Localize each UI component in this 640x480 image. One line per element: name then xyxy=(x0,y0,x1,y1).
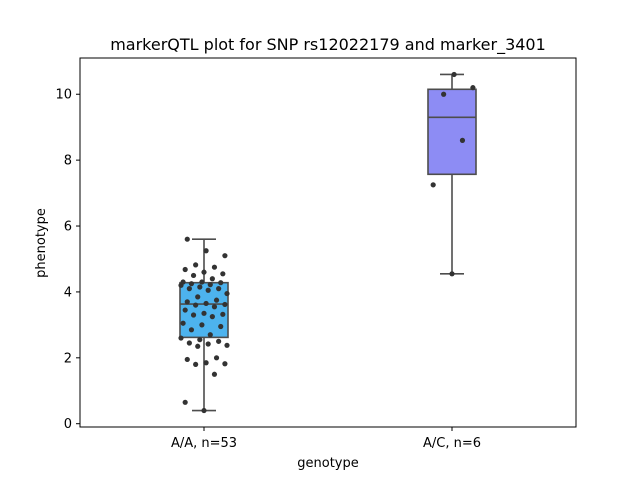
data-point xyxy=(182,399,188,405)
data-point xyxy=(224,290,230,297)
data-point xyxy=(216,338,222,344)
data-point xyxy=(459,137,466,143)
data-point xyxy=(180,279,186,285)
data-point xyxy=(213,297,220,303)
data-point xyxy=(441,91,447,97)
y-tick-label: 6 xyxy=(64,220,72,235)
data-point xyxy=(211,264,218,270)
y-tick-label: 2 xyxy=(64,351,72,366)
data-point xyxy=(182,266,188,273)
data-point xyxy=(199,279,205,285)
y-tick-label: 10 xyxy=(55,88,72,103)
x-axis: A/A, n=53 A/C, n=6 xyxy=(171,427,481,451)
x-axis-label: genotype xyxy=(297,456,358,471)
data-point xyxy=(220,271,226,277)
x-tick-label: A/A, n=53 xyxy=(171,436,237,451)
data-point xyxy=(199,322,205,328)
data-point xyxy=(188,281,195,287)
data-point xyxy=(211,371,218,377)
data-point xyxy=(201,310,207,316)
y-tick-label: 0 xyxy=(64,417,72,432)
data-point-layer xyxy=(178,71,476,414)
data-point xyxy=(193,302,199,308)
data-point xyxy=(211,304,218,310)
data-point xyxy=(193,262,199,268)
data-point xyxy=(190,272,197,279)
data-point xyxy=(195,294,201,300)
data-point xyxy=(222,301,228,308)
data-point xyxy=(218,280,224,286)
data-point xyxy=(470,85,476,91)
data-point xyxy=(449,271,455,277)
data-point xyxy=(220,311,226,317)
data-point xyxy=(184,236,190,242)
x-tick-label: A/C, n=6 xyxy=(423,436,481,451)
data-point xyxy=(205,287,211,293)
data-point xyxy=(209,276,215,282)
y-tick-label: 8 xyxy=(64,154,72,169)
data-point xyxy=(205,341,211,347)
data-point xyxy=(193,361,199,368)
data-point xyxy=(203,360,209,366)
data-point xyxy=(209,314,215,320)
y-axis: 0 2 4 6 8 10 xyxy=(55,88,80,432)
data-point xyxy=(184,356,190,363)
data-point xyxy=(203,300,209,307)
data-point xyxy=(222,253,228,259)
box-iqr xyxy=(427,88,477,176)
plot-area-frame xyxy=(79,57,577,428)
data-point xyxy=(218,323,224,330)
data-point xyxy=(186,286,192,292)
data-point xyxy=(188,327,195,333)
data-point xyxy=(197,284,203,290)
data-point xyxy=(207,332,213,338)
data-point xyxy=(216,286,222,292)
data-point xyxy=(182,307,188,313)
data-point xyxy=(197,337,203,343)
data-point xyxy=(180,320,186,326)
data-point xyxy=(186,340,192,346)
data-point xyxy=(201,269,207,275)
y-axis-label: phenotype xyxy=(34,208,49,278)
data-point xyxy=(195,343,201,349)
chart-title: markerQTL plot for SNP rs12022179 and ma… xyxy=(110,35,546,55)
data-point xyxy=(203,248,209,254)
data-point xyxy=(190,312,197,318)
data-point xyxy=(224,342,230,348)
data-point xyxy=(213,355,220,361)
data-point xyxy=(201,407,207,414)
data-point xyxy=(207,282,213,288)
data-point xyxy=(184,299,190,305)
data-point xyxy=(451,71,457,78)
data-point xyxy=(178,335,184,341)
y-tick-label: 4 xyxy=(64,285,72,300)
box-group-layer xyxy=(179,73,477,412)
data-point xyxy=(430,182,436,188)
data-point xyxy=(222,361,228,367)
